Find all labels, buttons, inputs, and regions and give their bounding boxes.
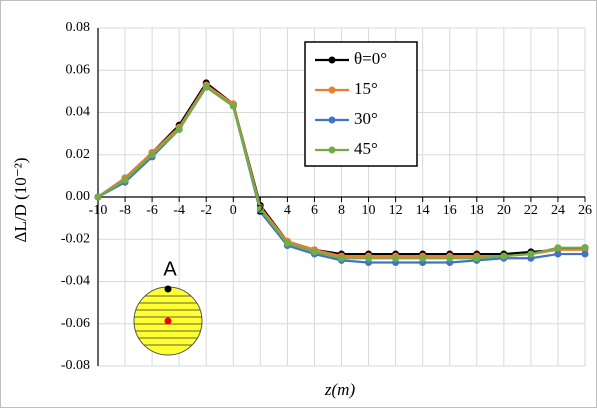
plot [94, 79, 589, 266]
y-tick-label: -0.04 [61, 274, 90, 289]
x-tick-label: -2 [200, 203, 212, 218]
x-tick-label: 4 [284, 203, 291, 218]
point-a [164, 285, 172, 293]
legend-marker [328, 146, 336, 154]
point [283, 239, 291, 247]
x-tick-label: 14 [416, 203, 430, 218]
x-tick-label: 20 [497, 203, 511, 218]
point [229, 102, 237, 110]
x-tick-label: 2 [257, 203, 264, 218]
point [202, 83, 210, 91]
x-tick-label: 8 [338, 203, 345, 218]
x-tick-label: 6 [311, 203, 318, 218]
y-axis-title: ΔL/D (10⁻²) [11, 158, 30, 243]
y-tick-label: 0.00 [66, 189, 91, 204]
center-point [164, 317, 172, 325]
point [121, 176, 129, 184]
x-axis-title: z(m) [324, 380, 356, 399]
x-tick-label: 0 [230, 203, 237, 218]
y-tick-label: 0.02 [66, 147, 91, 162]
legend-marker [328, 116, 336, 124]
x-tick-label: 26 [578, 203, 592, 218]
y-tick-label: -0.06 [61, 316, 90, 331]
annotation: A [163, 258, 177, 280]
y-tick-label: 0.04 [66, 105, 91, 120]
point [148, 151, 156, 159]
x-tick-label: -6 [146, 203, 158, 218]
y-tick-label: -0.02 [61, 231, 90, 246]
legend-marker [328, 56, 336, 64]
point [94, 193, 102, 201]
point [338, 254, 345, 262]
x-tick-label: 16 [443, 203, 457, 218]
x-tick-label: -4 [173, 203, 185, 218]
legend-label: 30° [354, 109, 378, 128]
point [419, 254, 427, 262]
inset: A [133, 258, 203, 356]
point [256, 206, 264, 214]
point [446, 254, 454, 262]
point [365, 254, 373, 262]
legend-label: θ=0° [354, 49, 387, 68]
point [581, 244, 589, 252]
point [554, 244, 562, 252]
y-tick-label: -0.08 [61, 358, 90, 373]
x-tick-label: 12 [389, 203, 403, 218]
point [527, 250, 535, 258]
legend: θ=0° 15° 30° 45° [304, 41, 418, 167]
legend-label: 45° [354, 139, 378, 158]
legend-label: 15° [354, 79, 378, 98]
y-tick-label: 0.06 [66, 62, 91, 77]
legend-marker [328, 86, 336, 94]
x-tick-label: 22 [524, 203, 538, 218]
point [581, 250, 589, 258]
point [500, 252, 508, 260]
x-tick-label: -10 [89, 203, 108, 218]
y-tick-label: 0.08 [66, 20, 91, 35]
x-tick-label: 10 [362, 203, 376, 218]
point [310, 248, 318, 256]
x-tick-label: 18 [470, 203, 484, 218]
point [175, 125, 183, 133]
x-tick-label: 24 [551, 203, 565, 218]
x-tick-label: -8 [119, 203, 131, 218]
point [392, 254, 400, 262]
point [473, 254, 481, 262]
point [554, 250, 562, 258]
